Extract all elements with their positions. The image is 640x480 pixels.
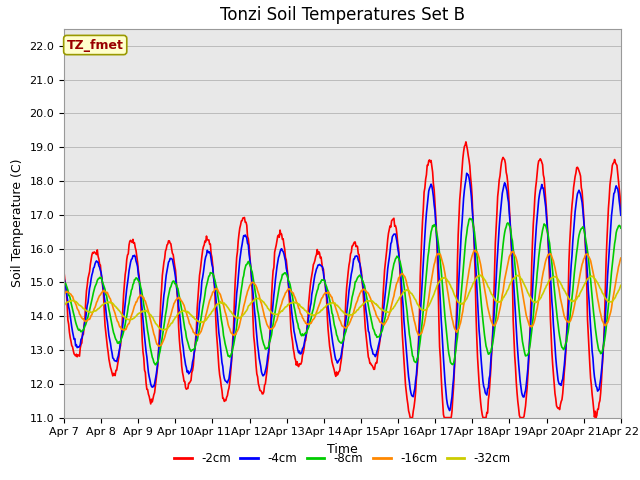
Legend: -2cm, -4cm, -8cm, -16cm, -32cm: -2cm, -4cm, -8cm, -16cm, -32cm: [169, 447, 516, 470]
-16cm: [428, 279, 435, 285]
-16cm: [185, 317, 193, 323]
-32cm: [411, 296, 419, 302]
-4cm: [446, 408, 454, 413]
-4cm: [127, 256, 135, 262]
-2cm: [617, 208, 625, 214]
-8cm: [152, 362, 159, 368]
-8cm: [411, 359, 419, 365]
-8cm: [214, 295, 222, 300]
-32cm: [127, 317, 135, 323]
-4cm: [184, 368, 192, 373]
-32cm: [70, 298, 78, 304]
-32cm: [428, 298, 435, 304]
-16cm: [617, 255, 625, 261]
-2cm: [60, 269, 68, 275]
-8cm: [428, 229, 435, 235]
-32cm: [617, 283, 625, 288]
-8cm: [60, 278, 68, 284]
-32cm: [60, 302, 68, 308]
-8cm: [70, 312, 78, 318]
-32cm: [477, 272, 484, 278]
-8cm: [617, 225, 625, 231]
Text: TZ_fmet: TZ_fmet: [67, 38, 124, 51]
Line: -8cm: -8cm: [64, 218, 621, 365]
-2cm: [184, 385, 192, 391]
-4cm: [410, 389, 418, 395]
-16cm: [60, 291, 68, 297]
-4cm: [463, 170, 470, 176]
-32cm: [214, 301, 222, 307]
Line: -2cm: -2cm: [64, 142, 621, 418]
-16cm: [127, 313, 135, 319]
-32cm: [185, 309, 193, 315]
-32cm: [159, 327, 167, 333]
Line: -16cm: -16cm: [64, 250, 621, 346]
Line: -32cm: -32cm: [64, 275, 621, 330]
-8cm: [466, 216, 474, 221]
-2cm: [127, 239, 135, 244]
-2cm: [411, 397, 419, 403]
X-axis label: Time: Time: [327, 443, 358, 456]
Y-axis label: Soil Temperature (C): Soil Temperature (C): [11, 159, 24, 288]
-16cm: [472, 247, 479, 253]
Line: -4cm: -4cm: [64, 173, 621, 410]
-8cm: [185, 343, 193, 348]
-2cm: [428, 157, 435, 163]
-16cm: [70, 298, 78, 304]
-4cm: [214, 311, 221, 317]
-4cm: [426, 183, 434, 189]
-4cm: [60, 275, 68, 281]
-2cm: [462, 139, 470, 145]
-4cm: [617, 212, 625, 218]
Title: Tonzi Soil Temperatures Set B: Tonzi Soil Temperatures Set B: [220, 6, 465, 24]
-2cm: [214, 341, 221, 347]
-16cm: [411, 320, 419, 325]
-16cm: [156, 343, 163, 349]
-2cm: [406, 415, 414, 420]
-4cm: [70, 336, 78, 342]
-2cm: [70, 351, 78, 357]
-16cm: [214, 288, 222, 294]
-8cm: [127, 287, 135, 293]
